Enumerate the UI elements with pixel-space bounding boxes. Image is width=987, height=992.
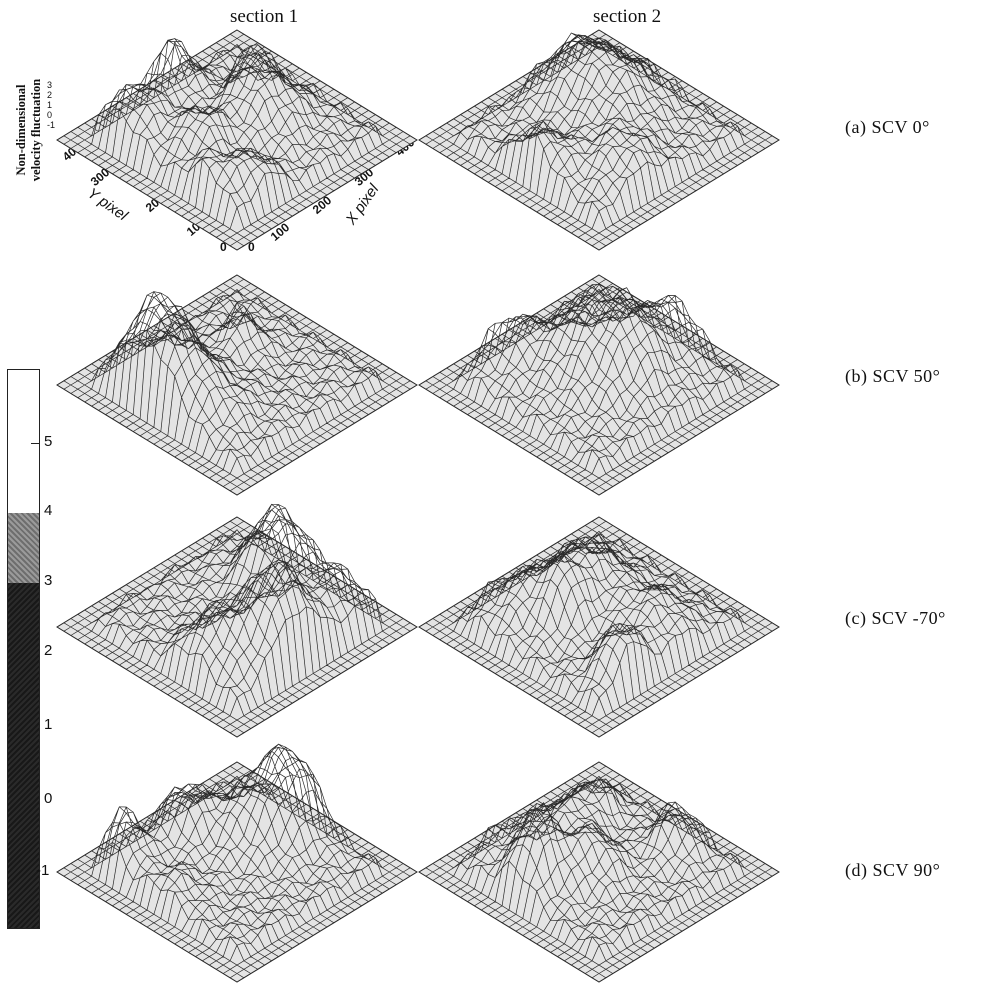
surface-mesh	[418, 274, 780, 496]
surface-plot-c-section-1	[56, 503, 418, 738]
surface-plot-a-section-2	[418, 29, 780, 251]
surface-mesh	[418, 516, 780, 738]
z-tick: 2	[47, 90, 53, 100]
z-tick: 1	[47, 100, 53, 110]
colorbar-tick-mark	[31, 443, 39, 444]
colorbar-tick-2: 2	[44, 642, 53, 659]
x-tick-0: 0	[248, 240, 255, 254]
surface-mesh	[56, 274, 418, 496]
surface-plot-d-section-1	[56, 743, 418, 983]
surface-mesh	[418, 761, 780, 983]
surface-plot-c-section-2	[418, 516, 780, 738]
z-axis-label-line2: velocity fluctuation	[29, 78, 43, 182]
z-tick: -1	[47, 120, 56, 130]
colorbar-tick-1: 1	[44, 716, 53, 733]
surface-plot-a-section-1	[56, 29, 418, 251]
z-tick: 0	[47, 110, 53, 120]
z-axis-ticks: 3 2 1 0 -1	[47, 80, 55, 130]
colorbar-tick-minus1: -1	[36, 862, 50, 879]
surface-mesh	[56, 503, 418, 738]
z-tick: 3	[47, 80, 53, 90]
surface-mesh	[56, 743, 418, 983]
colorbar	[7, 369, 40, 929]
z-axis-label-line1: Non-dimensional	[14, 84, 28, 176]
row-label-b: (b) SCV 50°	[845, 366, 941, 386]
colorbar-tick-4: 4	[44, 502, 53, 519]
colorbar-tick-5: 5	[44, 433, 53, 450]
colorbar-band-dark	[8, 583, 39, 928]
surface-mesh	[418, 29, 780, 251]
surface-plot-b-section-2	[418, 274, 780, 496]
colorbar-tick-0: 0	[44, 790, 53, 807]
surface-plot-d-section-2	[418, 761, 780, 983]
column-title-section-1: section 1	[230, 6, 299, 27]
z-axis-label: Non-dimensional velocity fluctuation	[14, 35, 44, 225]
row-label-d: (d) SCV 90°	[845, 860, 941, 880]
surface-mesh	[56, 29, 418, 251]
surface-plot-b-section-1	[56, 274, 418, 496]
row-label-c: (c) SCV -70°	[845, 608, 946, 628]
y-tick-0: 0	[220, 240, 227, 254]
colorbar-band-gray	[8, 513, 39, 583]
row-label-a: (a) SCV 0°	[845, 117, 930, 137]
colorbar-band-white	[8, 370, 39, 513]
column-title-section-2: section 2	[593, 6, 662, 27]
colorbar-tick-3: 3	[44, 572, 53, 589]
